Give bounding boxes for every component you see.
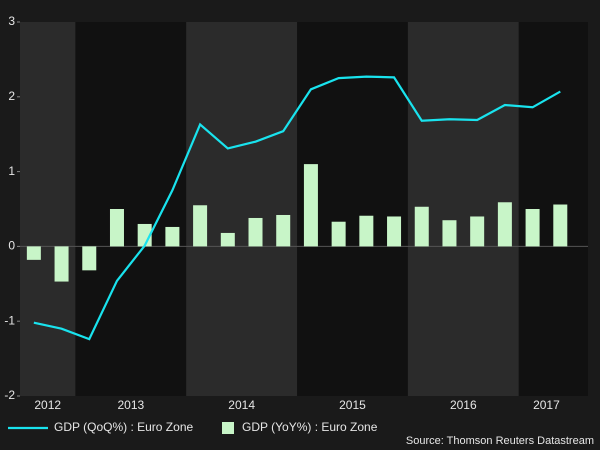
y-tick-label: -1	[4, 313, 15, 327]
line	[33, 75, 561, 341]
bar	[82, 246, 97, 271]
bar	[414, 206, 429, 247]
bar	[109, 209, 124, 247]
bar	[248, 217, 263, 247]
y-tick-label: 1	[8, 164, 15, 178]
y-tick-label: 3	[8, 14, 15, 28]
source: Source: Thomson Reuters Datastream	[406, 435, 594, 447]
bar	[525, 209, 540, 247]
bar	[193, 205, 208, 247]
legend-swatch	[222, 422, 234, 434]
bar	[165, 226, 180, 247]
bar	[303, 164, 318, 247]
legend-label: GDP (YoY%) : Euro Zone	[242, 420, 378, 434]
y-tick-label: 2	[8, 89, 15, 103]
bar	[26, 246, 41, 260]
x-tick-label: 2014	[228, 398, 255, 412]
x-tick-label: 2016	[450, 398, 477, 412]
bar	[54, 246, 69, 282]
year-band	[20, 22, 76, 396]
bar	[470, 216, 485, 247]
x-tick-label: 2015	[339, 398, 366, 412]
year-band	[75, 22, 187, 396]
bar	[442, 220, 457, 247]
x-tick-label: 2017	[533, 398, 560, 412]
bar	[497, 202, 512, 247]
x-tick-label: 2013	[117, 398, 144, 412]
y-tick-label: -2	[4, 388, 15, 402]
bar	[331, 221, 346, 247]
bar	[276, 214, 291, 247]
bar	[359, 215, 374, 247]
legend-label: GDP (QoQ%) : Euro Zone	[54, 420, 193, 434]
y-tick-label: 0	[8, 239, 15, 253]
x-tick-label: 2012	[34, 398, 61, 412]
bar	[387, 216, 402, 247]
bar	[220, 232, 235, 247]
bar	[553, 204, 568, 247]
